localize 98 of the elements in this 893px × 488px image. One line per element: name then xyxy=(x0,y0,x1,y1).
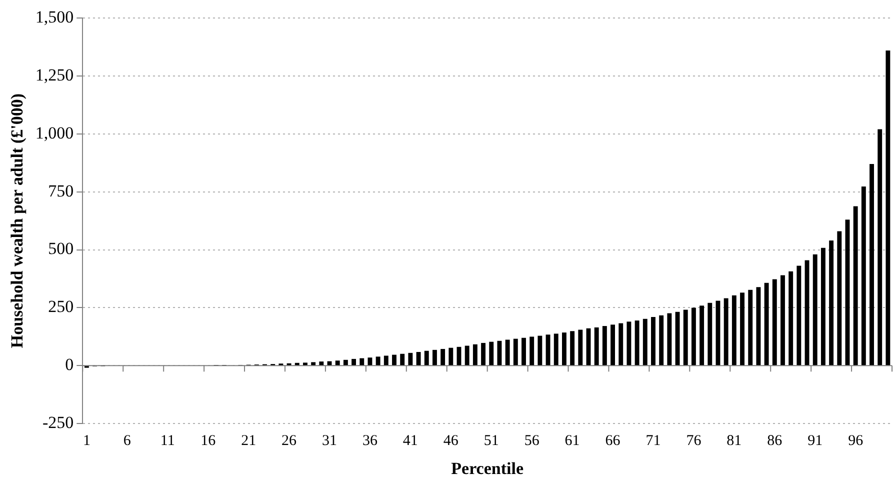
bar xyxy=(562,332,566,366)
bar xyxy=(448,348,454,366)
x-tick-label: 96 xyxy=(848,433,864,450)
bar xyxy=(392,354,396,366)
x-tick-label: 16 xyxy=(200,433,216,450)
bar xyxy=(886,50,890,366)
bar xyxy=(481,342,486,366)
bar xyxy=(610,324,615,366)
bar xyxy=(384,356,388,366)
bar xyxy=(594,327,599,366)
y-tick-label: 750 xyxy=(48,181,74,200)
bar xyxy=(853,206,858,366)
bar xyxy=(820,248,826,366)
bar xyxy=(513,338,518,366)
bar xyxy=(489,342,494,366)
x-tick-label: 56 xyxy=(524,433,540,450)
bar xyxy=(464,346,470,366)
bar xyxy=(360,358,364,366)
bar xyxy=(724,298,728,366)
x-tick-label: 51 xyxy=(484,433,499,450)
bar xyxy=(302,362,308,366)
y-tick-label: 1,500 xyxy=(35,7,74,26)
x-tick-label: 36 xyxy=(362,433,378,450)
bar xyxy=(335,360,340,366)
bar xyxy=(376,356,380,366)
bar xyxy=(368,358,372,366)
bar xyxy=(578,330,583,366)
bar xyxy=(804,260,810,366)
y-tick-label: 1,250 xyxy=(35,65,74,84)
bar xyxy=(780,275,785,366)
bar xyxy=(522,338,526,366)
bar xyxy=(837,231,842,366)
bar xyxy=(764,282,769,366)
x-tick-label: 46 xyxy=(443,433,459,450)
bar xyxy=(870,164,874,366)
bar xyxy=(416,352,421,366)
y-tick-label: -250 xyxy=(42,413,74,432)
bar xyxy=(651,316,656,366)
bar xyxy=(756,287,761,366)
y-tick-label: 250 xyxy=(48,297,74,316)
bar xyxy=(554,334,558,366)
bar xyxy=(861,186,866,366)
bar xyxy=(618,323,624,366)
bar xyxy=(642,318,648,366)
bar xyxy=(497,340,502,366)
bar xyxy=(683,310,688,366)
bar xyxy=(311,362,316,366)
bar xyxy=(878,129,882,366)
x-tick-label: 81 xyxy=(726,433,742,450)
x-tick-label: 1 xyxy=(82,433,90,450)
bar xyxy=(829,240,834,366)
bar xyxy=(408,352,413,366)
bar xyxy=(659,315,664,366)
bar xyxy=(538,336,542,366)
x-tick-label: 76 xyxy=(686,433,702,450)
bar xyxy=(708,302,712,366)
x-tick-label: 91 xyxy=(808,433,823,450)
bar xyxy=(748,290,753,366)
x-tick-label: 61 xyxy=(564,433,580,450)
x-tick-label: 31 xyxy=(322,433,337,450)
bar xyxy=(400,354,405,366)
bar xyxy=(691,308,696,366)
x-axis-title: Percentile xyxy=(451,459,524,478)
bar xyxy=(505,340,510,366)
bar xyxy=(602,326,607,366)
bar xyxy=(634,320,640,366)
y-tick-label: 1,000 xyxy=(35,123,74,142)
bar xyxy=(570,331,575,366)
bar xyxy=(546,334,550,366)
bar xyxy=(796,266,802,366)
x-tick-label: 6 xyxy=(123,433,132,450)
x-tick-label: 86 xyxy=(767,433,783,450)
bar xyxy=(740,292,744,366)
bar xyxy=(626,322,632,366)
bar xyxy=(424,350,429,366)
x-tick-label: 11 xyxy=(160,433,175,450)
bar xyxy=(432,350,437,366)
bar xyxy=(352,358,356,366)
bar xyxy=(732,295,736,366)
x-tick-label: 71 xyxy=(646,433,661,450)
x-tick-label: 26 xyxy=(282,433,298,450)
bar xyxy=(700,306,704,366)
y-axis-title: Household wealth per adult (£'000) xyxy=(8,93,27,348)
bar xyxy=(440,348,446,366)
bar xyxy=(788,271,794,366)
bar xyxy=(530,336,534,366)
bar xyxy=(667,313,672,366)
bar xyxy=(812,254,818,366)
bar xyxy=(845,220,850,366)
bar xyxy=(343,360,348,366)
bar xyxy=(472,344,478,366)
x-tick-label: 21 xyxy=(241,433,256,450)
y-tick-label: 0 xyxy=(65,355,74,374)
x-tick-label: 41 xyxy=(402,433,418,450)
bar xyxy=(772,279,777,366)
x-tick-label: 66 xyxy=(605,433,621,450)
y-tick-label: 500 xyxy=(48,239,74,258)
bar xyxy=(319,361,324,366)
